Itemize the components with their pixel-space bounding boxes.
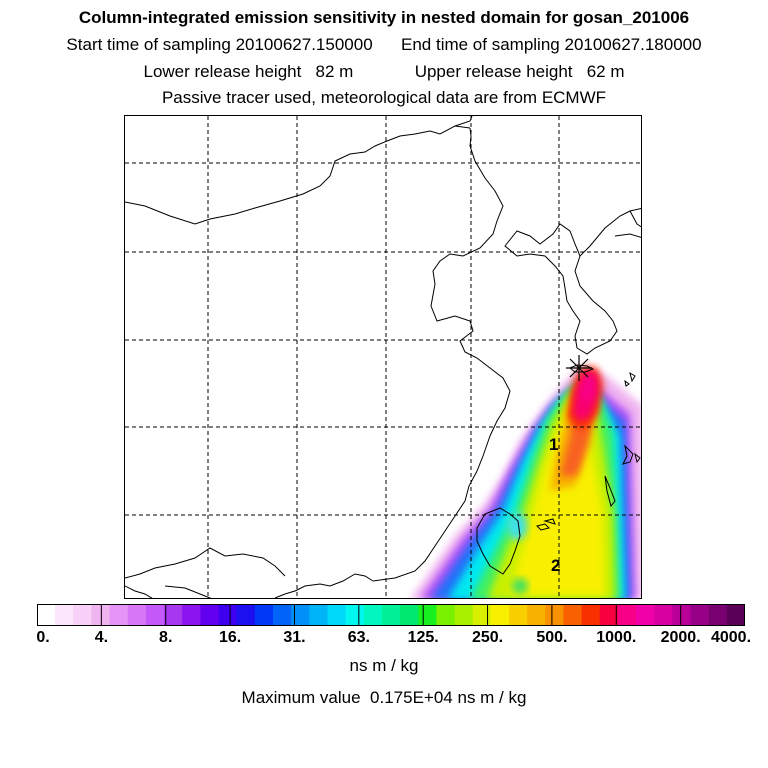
colorbar-swatch (109, 604, 129, 626)
colorbar-swatch (545, 604, 564, 626)
sensitivity-map: 1 2 (124, 115, 642, 599)
colorbar-swatch (91, 604, 111, 626)
colorbar-swatch (400, 604, 419, 626)
colorbar-swatch (164, 604, 183, 626)
sampling-time-line: Start time of sampling 20100627.150000 E… (0, 35, 768, 55)
max-value-line: Maximum value 0.175E+04 ns m / kg (0, 688, 768, 708)
colorbar-tick-label: 16. (218, 629, 242, 646)
colorbar-swatch (73, 604, 92, 626)
colorbar-swatch (654, 604, 673, 626)
colorbar-tick-label: 125. (407, 629, 439, 646)
colorbar-tick-label: 500. (536, 629, 568, 646)
colorbar-swatches (37, 604, 746, 626)
colorbar-swatch (490, 604, 510, 626)
colorbar-swatch (690, 604, 710, 626)
map-marker-label: 2 (551, 556, 560, 575)
colorbar-swatch (527, 604, 546, 626)
colorbar-units: ns m / kg (349, 656, 419, 675)
start-time-value: 20100627.150000 (235, 35, 373, 54)
end-time-value: 20100627.180000 (564, 35, 702, 54)
colorbar-swatch (381, 604, 401, 626)
colorbar-swatch (327, 604, 347, 626)
colorbar-swatch (708, 604, 728, 626)
colorbar-swatch (418, 604, 437, 626)
end-time-label: End time of sampling (401, 35, 560, 54)
colorbar-swatch (218, 604, 238, 626)
colorbar-tick-label: 8. (159, 629, 173, 646)
colorbar-swatch (127, 604, 147, 626)
colorbar-tick-label: 63. (347, 629, 370, 646)
lower-height-label: Lower release height (143, 62, 302, 81)
star-cross-icon (566, 355, 592, 381)
colorbar-swatch (472, 604, 492, 626)
colorbar-swatch (599, 604, 619, 626)
start-time-label: Start time of sampling (66, 35, 231, 54)
max-value: 0.175E+04 (370, 688, 453, 707)
map-canvas: 1 2 (125, 116, 641, 598)
max-value-label: Maximum value (241, 688, 361, 707)
colorbar-tick-label: 250. (471, 629, 504, 646)
colorbar-swatch (254, 604, 274, 626)
colorbar-tick-label: 4000. (710, 629, 752, 646)
colorbar-swatch (726, 604, 746, 626)
colorbar-swatch (345, 604, 365, 626)
sensitivity-plume (411, 366, 641, 598)
release-height-line: Lower release height 82 m Upper release … (0, 62, 768, 82)
colorbar-swatch (55, 604, 74, 626)
colorbar-swatch (454, 604, 474, 626)
colorbar-swatch (636, 604, 655, 626)
colorbar-swatch (672, 604, 692, 626)
upper-height-value: 62 m (586, 62, 625, 81)
colorbar (37, 604, 746, 626)
colorbar-border (37, 604, 745, 626)
upper-height-label: Upper release height (414, 62, 573, 81)
colorbar-swatch (309, 604, 328, 626)
coastlines (125, 116, 641, 598)
lower-height-value: 82 m (315, 62, 354, 81)
colorbar-swatch (236, 604, 256, 626)
lat-lon-grid (125, 116, 641, 598)
colorbar-swatch (563, 604, 583, 626)
tracer-info: Passive tracer used, meteorological data… (161, 88, 607, 107)
colorbar-swatch (363, 604, 383, 626)
map-marker-label: 1 (549, 435, 558, 454)
colorbar-swatch (436, 604, 456, 626)
plot-title: Column-integrated emission sensitivity i… (78, 8, 690, 27)
colorbar-swatch (200, 604, 220, 626)
colorbar-swatch (273, 604, 292, 626)
max-value-units: ns m / kg (457, 688, 527, 707)
colorbar-tick-label: 4. (94, 629, 109, 646)
colorbar-swatch (617, 604, 637, 626)
colorbar-swatch (145, 604, 165, 626)
colorbar-tick-label: 1000. (596, 629, 637, 646)
colorbar-tick-label: 0. (36, 629, 50, 646)
colorbar-tick-label: 2000. (660, 629, 701, 646)
colorbar-swatch (182, 604, 201, 626)
colorbar-tick-label: 31. (283, 629, 306, 646)
colorbar-swatch (37, 604, 56, 626)
colorbar-swatch (509, 604, 528, 626)
colorbar-swatch (291, 604, 310, 626)
colorbar-swatch (581, 604, 601, 626)
